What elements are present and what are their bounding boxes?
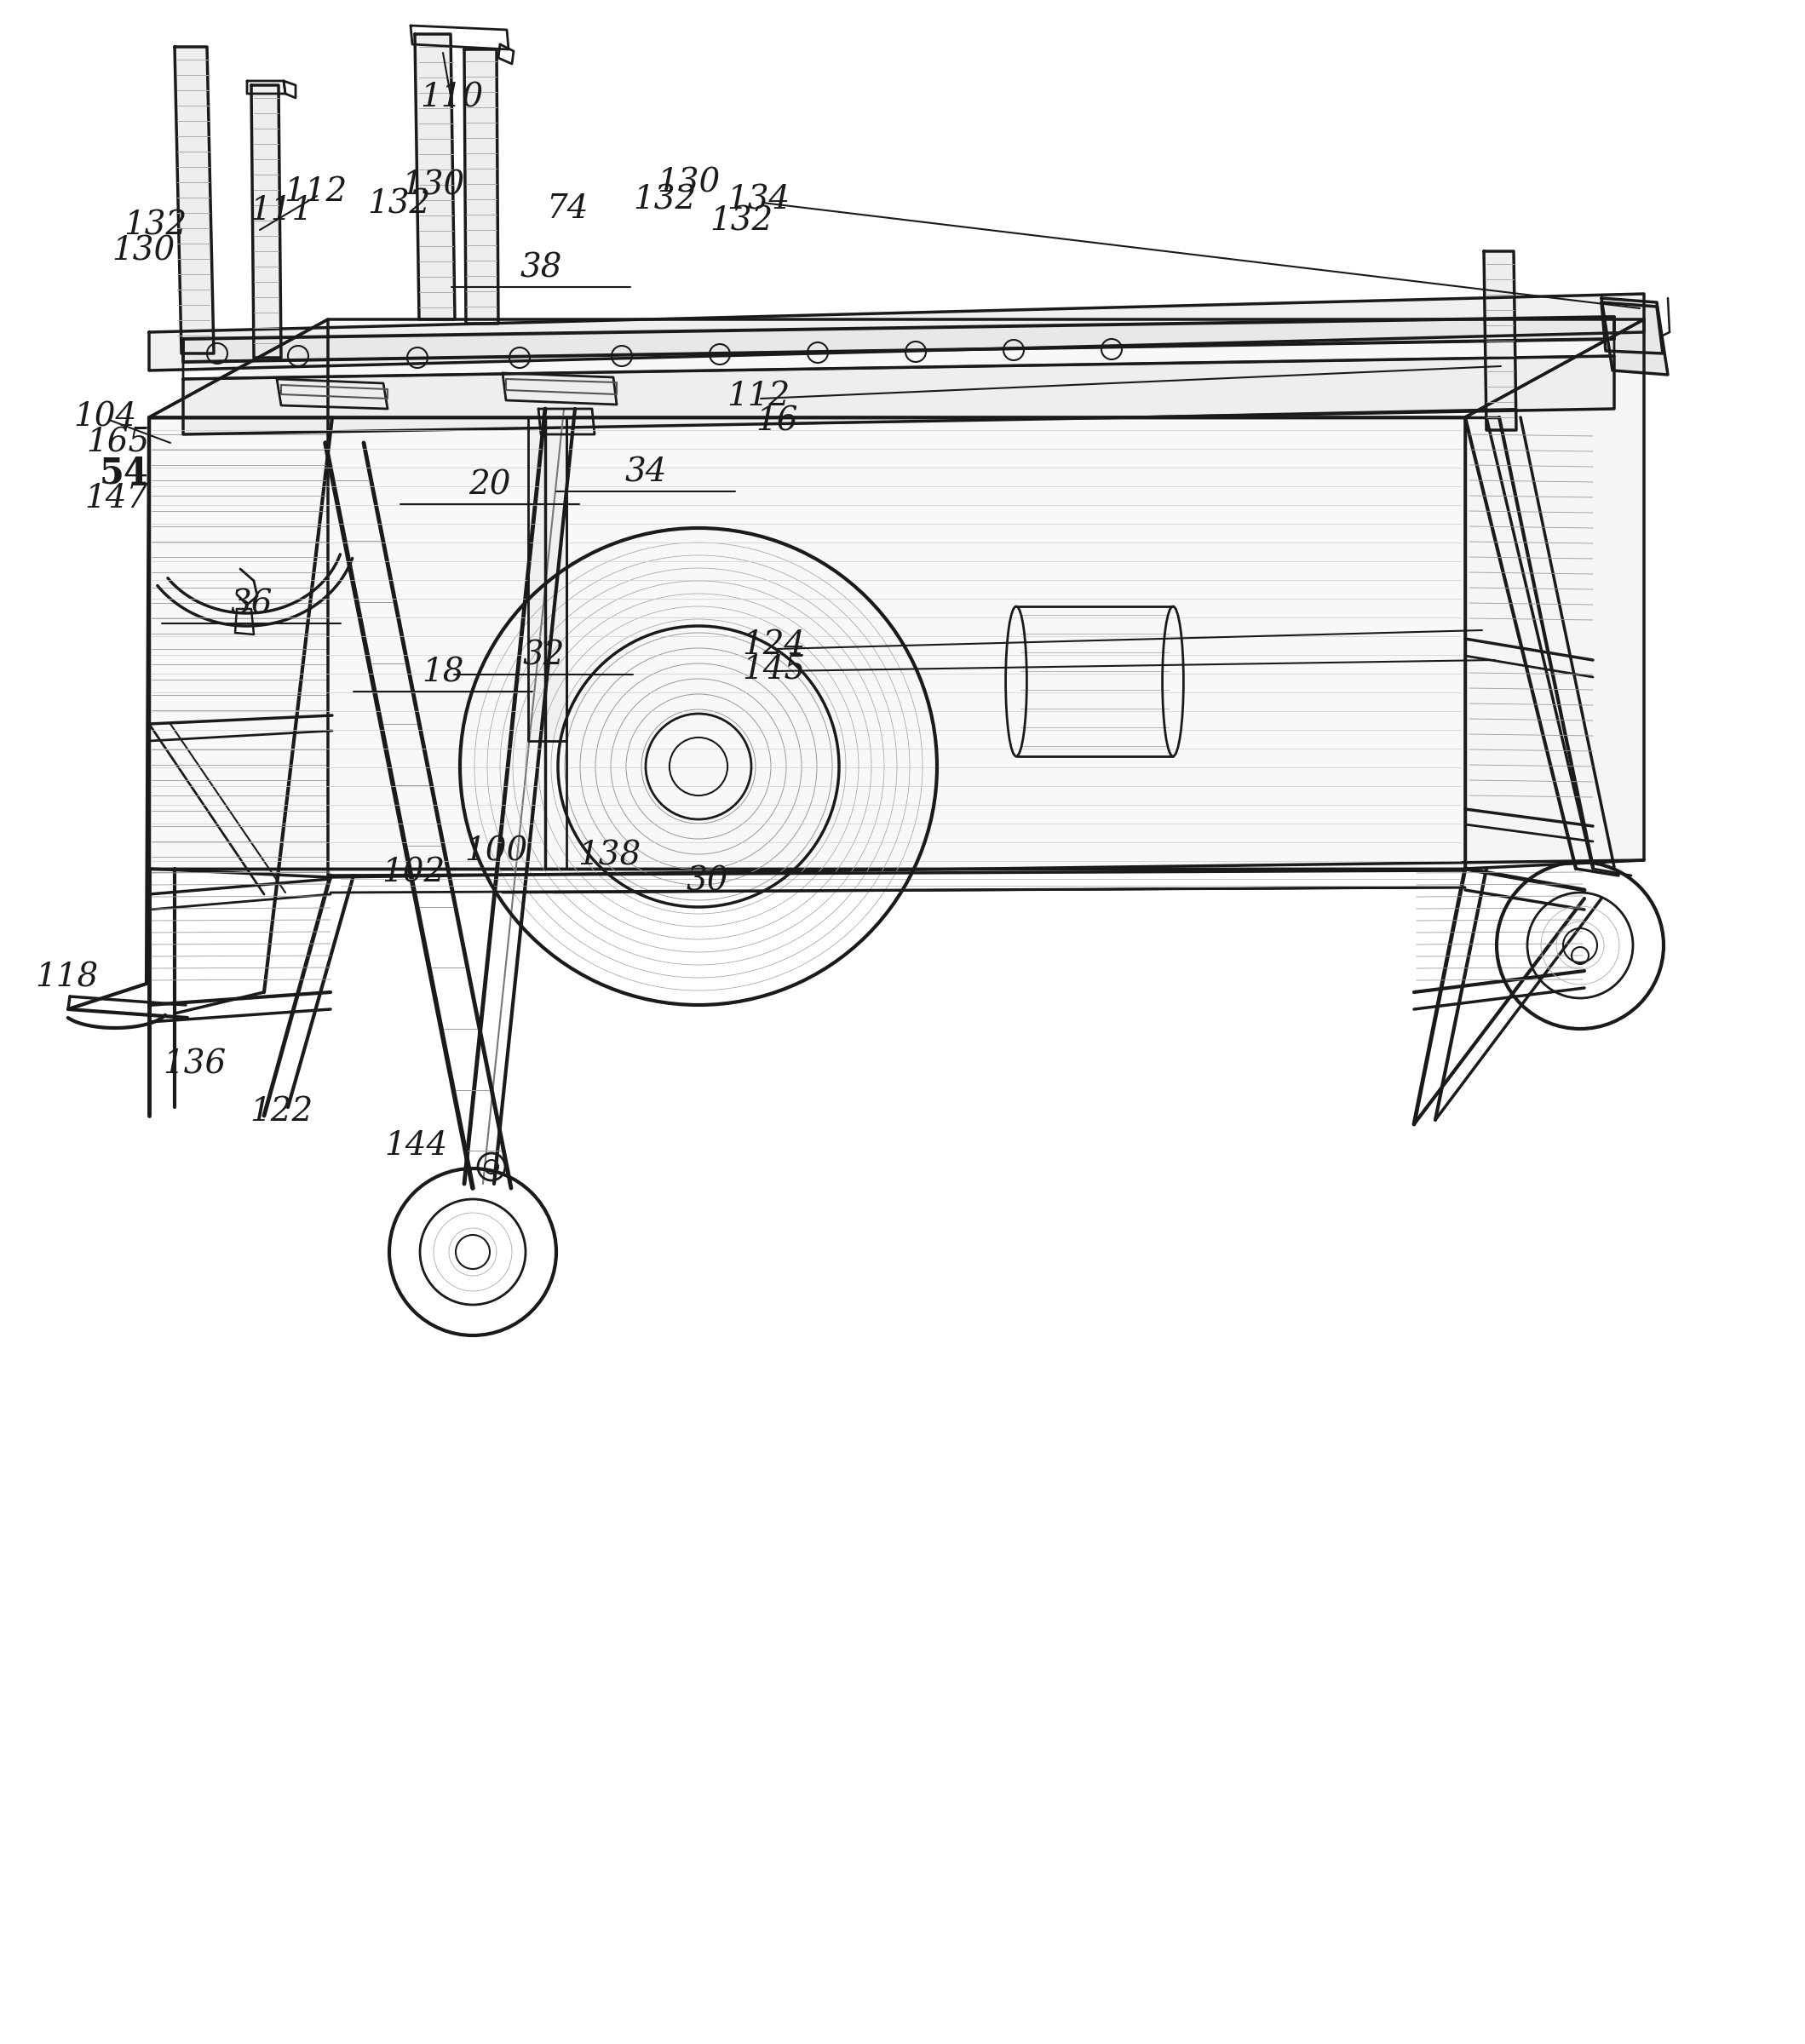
Text: 138: 138 xyxy=(578,840,641,871)
Polygon shape xyxy=(464,49,498,323)
Text: 122: 122 xyxy=(249,1096,312,1126)
Polygon shape xyxy=(529,417,567,740)
Text: 132: 132 xyxy=(366,188,430,221)
Text: 16: 16 xyxy=(756,407,798,437)
Text: 36: 36 xyxy=(231,589,273,621)
Text: 54: 54 xyxy=(99,454,150,491)
Text: 20: 20 xyxy=(469,470,511,501)
Text: 147: 147 xyxy=(85,482,148,513)
Polygon shape xyxy=(175,47,213,354)
Text: 130: 130 xyxy=(401,170,464,202)
Text: 124: 124 xyxy=(742,630,805,662)
Text: 118: 118 xyxy=(34,963,97,993)
Text: 130: 130 xyxy=(112,235,175,268)
Text: 18: 18 xyxy=(422,656,464,689)
Text: 132: 132 xyxy=(634,184,697,217)
Polygon shape xyxy=(415,35,455,319)
Text: 136: 136 xyxy=(162,1049,226,1081)
Text: 111: 111 xyxy=(249,196,312,227)
Text: 145: 145 xyxy=(742,654,805,685)
Text: 134: 134 xyxy=(726,184,791,217)
Polygon shape xyxy=(182,356,1614,433)
Text: 102: 102 xyxy=(381,856,444,889)
Polygon shape xyxy=(1601,303,1662,354)
Text: 144: 144 xyxy=(384,1130,448,1161)
Polygon shape xyxy=(150,319,329,877)
Text: 132: 132 xyxy=(709,206,773,237)
Text: 132: 132 xyxy=(123,211,186,241)
Text: 74: 74 xyxy=(547,192,588,225)
Polygon shape xyxy=(182,317,1614,362)
Text: 30: 30 xyxy=(686,867,727,897)
Text: 100: 100 xyxy=(464,836,527,867)
Text: 165: 165 xyxy=(87,427,150,458)
Polygon shape xyxy=(150,294,1644,370)
Text: 38: 38 xyxy=(520,253,561,284)
Text: 104: 104 xyxy=(74,401,137,433)
Text: 32: 32 xyxy=(522,640,565,672)
Text: 34: 34 xyxy=(625,458,666,489)
Polygon shape xyxy=(1601,298,1668,374)
Text: 110: 110 xyxy=(421,82,484,114)
Polygon shape xyxy=(1466,319,1644,869)
Text: 112: 112 xyxy=(283,176,347,206)
Polygon shape xyxy=(150,417,1466,869)
Polygon shape xyxy=(251,86,282,358)
Text: 130: 130 xyxy=(657,168,720,198)
Polygon shape xyxy=(1484,251,1516,429)
Polygon shape xyxy=(150,319,1644,417)
Text: 112: 112 xyxy=(726,380,791,411)
